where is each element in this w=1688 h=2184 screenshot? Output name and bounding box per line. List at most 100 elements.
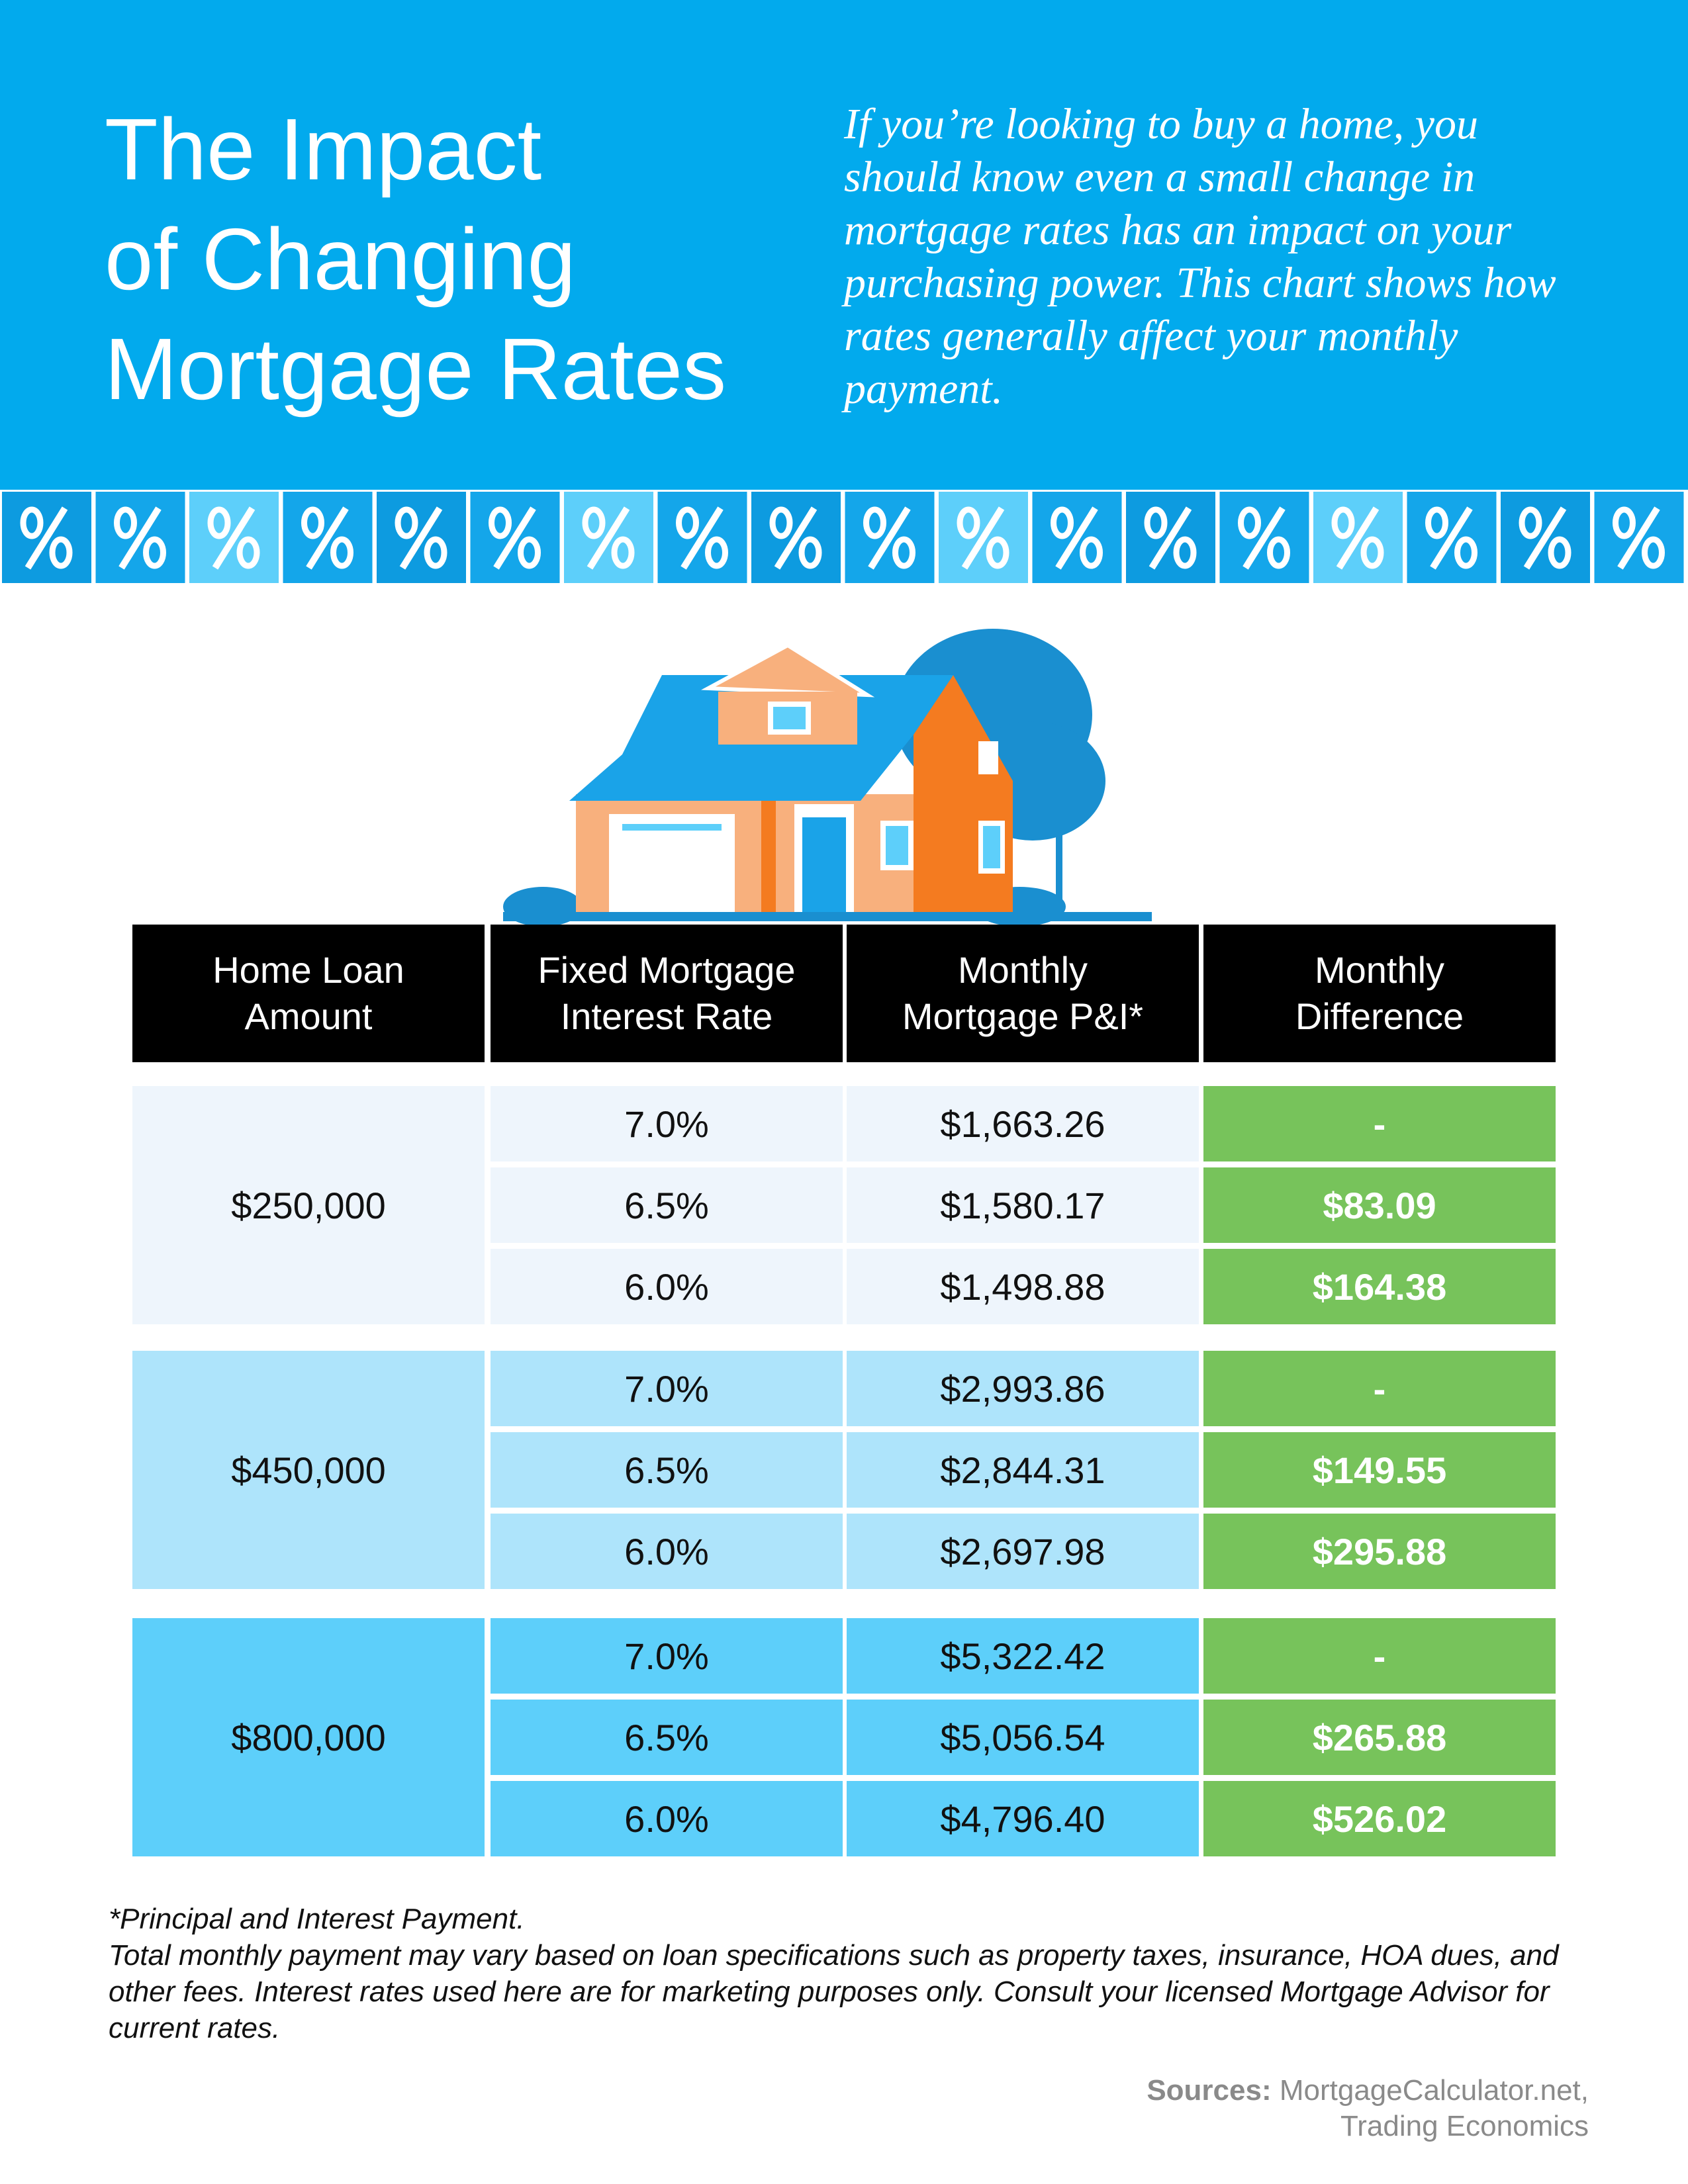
- percent-tile: [1501, 492, 1590, 583]
- tile-glyph: [1055, 506, 1098, 570]
- tile-glyph: [774, 506, 818, 570]
- percent-tile: [564, 492, 653, 583]
- monthly-difference: $83.09: [1203, 1167, 1556, 1243]
- tile-glyph: [395, 506, 418, 539]
- title-line: Mortgage Rates: [105, 320, 727, 418]
- tile-glyph: [399, 506, 443, 570]
- tile-glyph: [1425, 506, 1448, 539]
- tile-glyph: [586, 506, 630, 570]
- loan-amount: $450,000: [132, 1351, 485, 1589]
- tile-glyph: [49, 536, 73, 569]
- tile-glyph: [1642, 536, 1665, 569]
- interest-rate: 7.0%: [491, 1618, 843, 1694]
- monthly-payment: $5,322.42: [847, 1618, 1199, 1694]
- percent-tile: [845, 492, 935, 583]
- interest-rate: 6.0%: [491, 1781, 843, 1856]
- tile-glyph: [143, 536, 166, 569]
- footnote: *Principal and Interest Payment.: [109, 1903, 525, 1935]
- tile-glyph: [680, 506, 724, 570]
- tile-glyph: [957, 506, 980, 539]
- tile-glyph: [1238, 506, 1261, 539]
- percent-strip: [2, 492, 1684, 583]
- tile-glyph: [20, 506, 44, 539]
- monthly-difference: $164.38: [1203, 1249, 1556, 1324]
- footnote: Total monthly payment may vary based on …: [109, 1939, 1559, 2044]
- percent-tile: [657, 492, 747, 583]
- interest-rate: 6.5%: [491, 1432, 843, 1508]
- tile-glyph: [1243, 506, 1286, 570]
- source: MortgageCalculator.net,: [1279, 2074, 1589, 2107]
- monthly-difference: $265.88: [1203, 1700, 1556, 1775]
- percent-tile: [283, 492, 373, 583]
- interest-rate: 6.0%: [491, 1514, 843, 1589]
- header-band: The Impact of Changing Mortgage Rates If…: [0, 0, 1688, 490]
- tile-glyph: [489, 506, 512, 539]
- percent-tile: [2, 492, 91, 583]
- tile-glyph: [1519, 506, 1542, 539]
- monthly-payment: $2,697.98: [847, 1514, 1199, 1589]
- intro-text: If you’re looking to buy a home, you sho…: [844, 100, 1556, 413]
- percent-tile: [189, 492, 279, 583]
- sources-line: Sources: MortgageCalculator.net,: [1147, 2073, 1589, 2109]
- sources-label: Sources:: [1147, 2074, 1272, 2107]
- percent-tile: [751, 492, 841, 583]
- monthly-difference: -: [1203, 1351, 1556, 1426]
- tile-glyph: [582, 506, 606, 539]
- tile-glyph: [986, 536, 1009, 569]
- source: Trading Economics: [1340, 2110, 1589, 2142]
- tile-glyph: [118, 506, 162, 570]
- tile-glyph: [611, 536, 635, 569]
- tile-glyph: [1331, 506, 1355, 539]
- loan-amount: $250,000: [132, 1086, 485, 1324]
- tile-glyph: [892, 536, 915, 569]
- tile-glyph: [1173, 536, 1197, 569]
- tile-glyph: [863, 506, 886, 539]
- monthly-payment: $2,844.31: [847, 1432, 1199, 1508]
- tile-glyph: [306, 506, 349, 570]
- monthly-difference: $295.88: [1203, 1514, 1556, 1589]
- footnotes: *Principal and Interest Payment. Total m…: [109, 1901, 1598, 2046]
- percent-tile: [95, 492, 185, 583]
- header-cell: Monthly Mortgage P&I*: [847, 925, 1199, 1062]
- tile-glyph: [1267, 536, 1290, 569]
- monthly-difference: $526.02: [1203, 1781, 1556, 1856]
- header-line: Monthly: [957, 949, 1088, 991]
- percent-tile: [1032, 492, 1122, 583]
- interest-rate: 7.0%: [491, 1351, 843, 1426]
- monthly-payment: $2,993.86: [847, 1351, 1199, 1426]
- tile-glyph: [1617, 506, 1660, 570]
- percent-tile: [1126, 492, 1215, 583]
- tile-glyph: [868, 506, 911, 570]
- header-cell: Fixed Mortgage Interest Rate: [491, 925, 843, 1062]
- tile-glyph: [798, 536, 822, 569]
- percent-tile: [470, 492, 560, 583]
- tile-glyph: [1430, 506, 1473, 570]
- monthly-difference: -: [1203, 1086, 1556, 1161]
- percent-tile: [1594, 492, 1684, 583]
- percent-tile: [939, 492, 1028, 583]
- header-cell: Monthly Difference: [1203, 925, 1556, 1062]
- interest-rate: 6.5%: [491, 1167, 843, 1243]
- tile-glyph: [1454, 536, 1477, 569]
- title-line: The Impact: [105, 101, 542, 198]
- tile-glyph: [1336, 506, 1380, 570]
- tile-glyph: [236, 536, 260, 569]
- monthly-payment: $5,056.54: [847, 1700, 1199, 1775]
- tile-glyph: [769, 506, 793, 539]
- title-line: of Changing: [105, 210, 576, 308]
- tile-glyph: [301, 506, 324, 539]
- interest-rate: 6.5%: [491, 1700, 843, 1775]
- percent-tile: [1219, 492, 1309, 583]
- header-line: Home Loan: [212, 949, 404, 991]
- header-line: Mortgage P&I*: [902, 995, 1144, 1037]
- header-line: Fixed Mortgage: [538, 949, 796, 991]
- percent-tile: [1313, 492, 1403, 583]
- tile-glyph: [330, 536, 353, 569]
- interest-rate: 7.0%: [491, 1086, 843, 1161]
- tile-glyph: [212, 506, 256, 570]
- tile-glyph: [114, 506, 137, 539]
- tile-glyph: [1613, 506, 1636, 539]
- tile-glyph: [1548, 536, 1571, 569]
- tile-glyph: [1360, 536, 1384, 569]
- monthly-payment: $1,663.26: [847, 1086, 1199, 1161]
